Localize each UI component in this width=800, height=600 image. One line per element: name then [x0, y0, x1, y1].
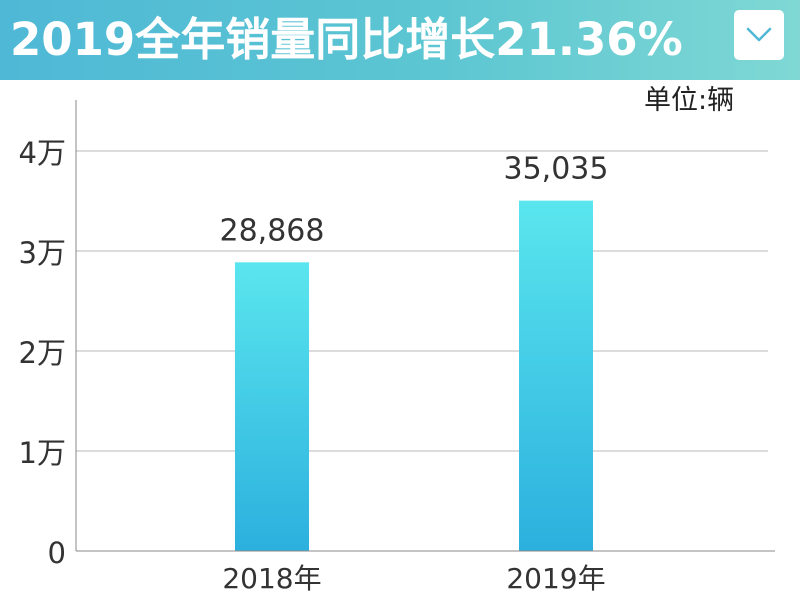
title-bar: 2019全年销量同比增长21.36%	[0, 0, 800, 80]
data-label: 35,035	[504, 152, 609, 187]
chevron-down-icon	[746, 27, 772, 42]
bar	[519, 200, 593, 551]
y-axis-ticks: 0 1万 2万 3万 4万	[19, 136, 66, 570]
y-tick-label: 1万	[19, 436, 66, 470]
x-axis-ticks: 2018年 2019年	[222, 562, 605, 595]
value-labels: 28,868 35,035	[220, 152, 609, 249]
gridlines	[76, 150, 768, 452]
y-tick-label: 0	[48, 536, 66, 570]
bar	[235, 262, 309, 551]
x-tick-label: 2019年	[506, 562, 605, 595]
y-tick-label: 4万	[19, 136, 66, 170]
bars	[235, 200, 593, 551]
x-tick-label: 2018年	[222, 562, 321, 595]
chart-title: 2019全年销量同比增长21.36%	[10, 13, 683, 66]
dropdown-button[interactable]	[734, 10, 784, 60]
y-tick-label: 2万	[19, 336, 66, 370]
data-label: 28,868	[220, 213, 325, 248]
y-tick-label: 3万	[19, 236, 66, 270]
unit-label: 单位:辆	[644, 85, 735, 116]
